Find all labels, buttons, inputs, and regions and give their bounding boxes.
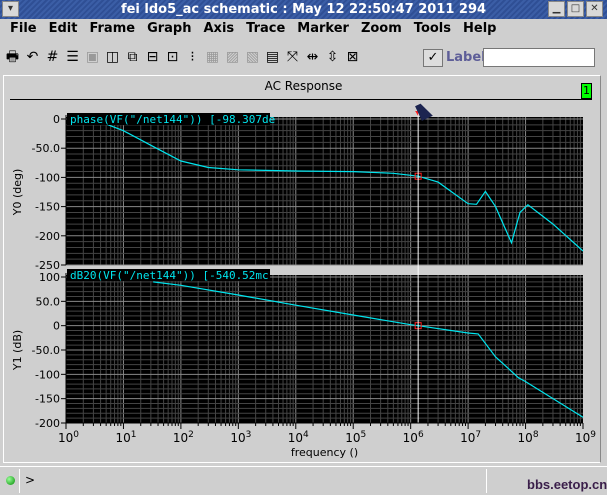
y-tick-label: -100 xyxy=(35,171,60,184)
y-tick-label: -250 xyxy=(35,259,60,272)
menu-edit[interactable]: Edit xyxy=(48,21,78,36)
label-input[interactable] xyxy=(483,48,595,67)
window-icon[interactable]: ⊡ xyxy=(166,49,179,65)
calculator-icon[interactable]: ▤ xyxy=(265,49,280,65)
move-icon[interactable]: ⊟ xyxy=(146,49,159,65)
y-tick-label: -200 xyxy=(35,230,60,243)
x-tick-label: 104 xyxy=(288,430,309,445)
analog-icon[interactable]: ▧ xyxy=(245,49,260,65)
window-number-badge: 1 xyxy=(581,83,592,99)
trace-line[interactable] xyxy=(100,121,584,252)
print-icon[interactable]: 🖶 xyxy=(5,49,20,65)
x-tick-label: 109 xyxy=(575,430,596,445)
menu-bar: File Edit Frame Graph Axis Trace Marker Zoom Too… xyxy=(0,19,607,39)
minimize-button[interactable]: ▁ xyxy=(548,1,565,17)
toolbar: 🖶 ↶ # ☰ ▣ ◫ ⧉ ⊟ ⊡ ⁝ ▦ ▨ ▧ ▤ ⤧ ⇹ ⇳ ⊠ xyxy=(4,44,361,70)
status-divider xyxy=(486,469,487,493)
graph-title: AC Response xyxy=(264,79,343,93)
marker-handle-icon[interactable] xyxy=(415,111,419,116)
zoom-in-icon[interactable]: ⊠ xyxy=(346,49,359,65)
menu-zoom[interactable]: Zoom xyxy=(360,21,402,36)
x-tick-label: 101 xyxy=(115,430,136,445)
y-axis-label: Y1 (dB) xyxy=(11,330,24,371)
x-axis-label: frequency () xyxy=(291,446,358,459)
x-tick-label: 106 xyxy=(403,430,424,445)
x-tick-label: 102 xyxy=(173,430,194,445)
zoom-x-icon[interactable]: ⇹ xyxy=(306,49,319,65)
close-button[interactable]: ✕ xyxy=(586,1,603,17)
command-prompt[interactable]: > xyxy=(25,473,36,487)
y-tick-label: 0 xyxy=(53,113,60,126)
y-tick-label: 50.0 xyxy=(36,295,61,308)
x-tick-label: 107 xyxy=(460,430,481,445)
copy-icon[interactable]: ⧉ xyxy=(127,49,138,65)
table-icon[interactable]: ▦ xyxy=(205,49,220,65)
grid-icon[interactable]: # xyxy=(46,49,59,65)
y-axis-label: Y0 (deg) xyxy=(11,169,24,217)
title-divider xyxy=(10,99,592,100)
y-tick-label: -150 xyxy=(35,393,60,406)
trace-label-box xyxy=(67,269,270,281)
menu-trace[interactable]: Trace xyxy=(246,21,286,36)
y-tick-label: 100 xyxy=(39,271,60,284)
x-tick-label: 100 xyxy=(58,430,79,445)
menu-marker[interactable]: Marker xyxy=(297,21,349,36)
x-tick-label: 103 xyxy=(230,430,251,445)
plot-background xyxy=(66,275,583,423)
maximize-button[interactable]: □ xyxy=(567,1,584,17)
y-tick-label: -200 xyxy=(35,417,60,430)
y-tick-label: -100 xyxy=(35,368,60,381)
title-bar: fei ldo5_ac schematic : May 12 22:50:47 … xyxy=(0,0,607,19)
menu-axis[interactable]: Axis xyxy=(203,21,235,36)
trace-label-box xyxy=(67,113,270,125)
window-title: fei ldo5_ac schematic : May 12 22:50:47 … xyxy=(120,2,487,17)
zoom-fit-icon[interactable]: ⤧ xyxy=(286,49,299,65)
label-checkbox[interactable]: ✓ xyxy=(423,49,443,67)
menu-graph[interactable]: Graph xyxy=(147,21,192,36)
bus-icon[interactable]: ▨ xyxy=(225,49,240,65)
menu-tools[interactable]: Tools xyxy=(413,21,451,36)
plot-background xyxy=(66,117,583,265)
y-tick-label: -50.0 xyxy=(32,142,60,155)
undo-icon[interactable]: ↶ xyxy=(26,49,39,65)
menu-file[interactable]: File xyxy=(10,21,37,36)
graph-panel xyxy=(3,75,601,463)
watermark: bbs.eetop.cn xyxy=(527,477,607,492)
menu-help[interactable]: Help xyxy=(463,21,497,36)
trace-label[interactable]: dB20(VF("/net144")) [-540.52mc xyxy=(70,269,269,282)
menu-frame[interactable]: Frame xyxy=(89,21,136,36)
split-icon[interactable]: ◫ xyxy=(105,49,120,65)
status-divider xyxy=(19,469,20,493)
x-tick-label: 108 xyxy=(518,430,539,445)
overlay-icon[interactable]: ▣ xyxy=(85,49,100,65)
y-tick-label: -50.0 xyxy=(32,344,60,357)
x-tick-label: 105 xyxy=(345,430,366,445)
label-text: Label xyxy=(446,50,486,65)
y-tick-label: 0 xyxy=(53,320,60,333)
strip-icon[interactable]: ☰ xyxy=(66,49,79,65)
y-tick-label: -150 xyxy=(35,201,60,214)
zoom-y-icon[interactable]: ⇳ xyxy=(326,49,339,65)
status-light-icon xyxy=(6,476,15,485)
legend-icon[interactable]: ⁝ xyxy=(190,49,195,65)
status-bar: > bbs.eetop.cn xyxy=(0,466,607,495)
window-menu-button[interactable]: ▾ xyxy=(2,1,19,17)
trace-label[interactable]: phase(VF("/net144")) [-98.307de xyxy=(70,113,275,126)
